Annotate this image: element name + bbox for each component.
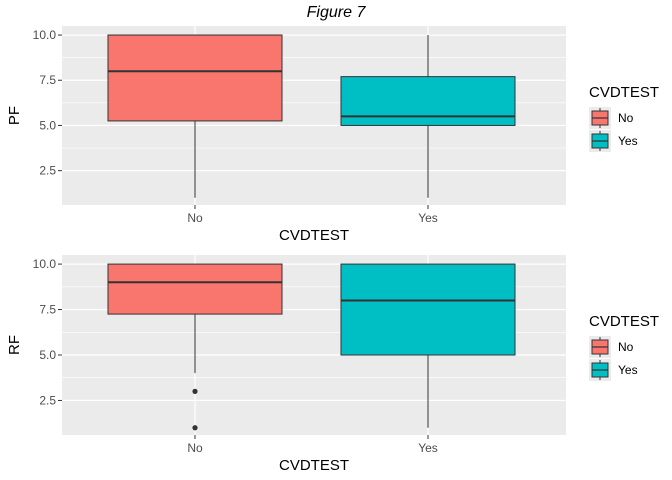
y-tick-label: 5.0 xyxy=(39,118,56,132)
legend-title: CVDTEST xyxy=(589,313,659,330)
box-no xyxy=(107,263,283,431)
y-tick-label: 2.5 xyxy=(39,164,56,178)
legend-key-no: No xyxy=(589,336,634,358)
legend-key-yes: Yes xyxy=(589,130,638,152)
panel-2: 2.5 5.0 7.5 10.0 No Yes CVDTEST RF CVDTEST No Yes xyxy=(6,255,659,474)
y-tick-label: 7.5 xyxy=(39,303,56,317)
legend-label: Yes xyxy=(618,134,638,148)
y-axis-title: PF xyxy=(6,106,23,125)
iqr-box xyxy=(340,263,516,356)
panel-1: 2.5 5.0 7.5 10.0 No Yes CVDTEST PF CVDTEST No Yes xyxy=(6,26,659,244)
figure-title: Figure 7 xyxy=(307,4,367,21)
x-tick-label: No xyxy=(187,441,203,455)
y-tick-label: 10.0 xyxy=(33,257,57,271)
x-axis-title: CVDTEST xyxy=(279,457,349,474)
y-axis-title: RF xyxy=(6,335,23,355)
outlier-point xyxy=(192,425,198,431)
iqr-box xyxy=(107,34,283,122)
legend-key-yes: Yes xyxy=(589,359,638,381)
box-no xyxy=(107,34,283,198)
legend-label: No xyxy=(618,340,634,354)
iqr-box xyxy=(107,263,283,315)
box-yes xyxy=(340,35,516,198)
y-tick-label: 5.0 xyxy=(39,348,56,362)
legend: CVDTEST No Yes xyxy=(589,84,659,152)
y-tick-label: 7.5 xyxy=(39,73,56,87)
x-tick-label: Yes xyxy=(418,211,438,225)
x-tick-label: No xyxy=(187,211,203,225)
y-tick-label: 10.0 xyxy=(33,28,57,42)
x-tick-label: Yes xyxy=(418,441,438,455)
plots: 2.55.07.510.0No YesCVDTESTPFCVDTESTNoYes2… xyxy=(6,26,659,474)
legend-label: No xyxy=(618,111,634,125)
iqr-box xyxy=(340,76,516,126)
legend-key-no: No xyxy=(589,107,634,129)
box-yes xyxy=(340,263,516,428)
outlier-point xyxy=(192,388,198,394)
legend-label: Yes xyxy=(618,363,638,377)
legend-title: CVDTEST xyxy=(589,84,659,101)
y-tick-label: 2.5 xyxy=(39,393,56,407)
x-axis-title: CVDTEST xyxy=(279,227,349,244)
legend: CVDTEST No Yes xyxy=(589,313,659,381)
